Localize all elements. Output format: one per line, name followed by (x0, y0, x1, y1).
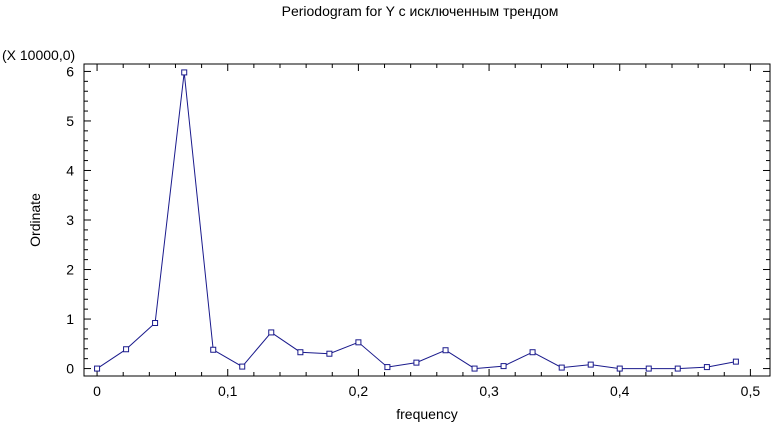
data-point (674, 365, 681, 372)
data-point (471, 365, 478, 372)
data-point (500, 363, 507, 370)
y-tick-label: 6 (66, 63, 74, 79)
y-tick-label: 1 (66, 311, 74, 327)
y-tick-label: 0 (66, 361, 74, 377)
data-point (239, 363, 246, 370)
plot-frame (83, 63, 771, 377)
x-tick-label: 0,4 (610, 383, 630, 399)
data-point (732, 358, 739, 365)
y-multiplier-label: (X 10000,0) (2, 47, 75, 63)
x-axis-label: frequency (396, 406, 457, 422)
x-tick-label: 0,3 (479, 383, 499, 399)
x-tick-label: 0 (93, 383, 101, 399)
data-point (181, 69, 188, 76)
data-point (210, 346, 217, 353)
y-tick-label: 5 (66, 113, 74, 129)
y-tick-label: 4 (66, 162, 74, 178)
data-point (152, 320, 159, 327)
axis-ticks: 0 0,1 0,2 0,3 0,4 0,5 0 1 2 3 4 5 6 (66, 63, 770, 399)
data-point (645, 365, 652, 372)
data-point (529, 349, 536, 356)
data-point (442, 347, 449, 354)
chart-title: Periodogram for Y с исключенным трендом (282, 3, 559, 19)
series-line (96, 72, 736, 370)
data-point (413, 359, 420, 366)
data-point (616, 365, 623, 372)
y-axis-label: Ordinate (27, 193, 43, 247)
data-point (94, 365, 101, 372)
data-point (326, 350, 333, 357)
data-point (558, 364, 565, 371)
data-point (297, 349, 304, 356)
data-point (587, 361, 594, 368)
y-tick-label: 2 (66, 262, 74, 278)
data-point (384, 364, 391, 371)
series-line-group (94, 69, 739, 372)
data-point (123, 346, 130, 353)
data-point (355, 339, 362, 346)
x-tick-label: 0,2 (349, 383, 369, 399)
x-tick-label: 0,1 (218, 383, 238, 399)
y-tick-label: 3 (66, 212, 74, 228)
data-point (268, 329, 275, 336)
data-point (703, 364, 710, 371)
x-tick-label: 0,5 (741, 383, 761, 399)
